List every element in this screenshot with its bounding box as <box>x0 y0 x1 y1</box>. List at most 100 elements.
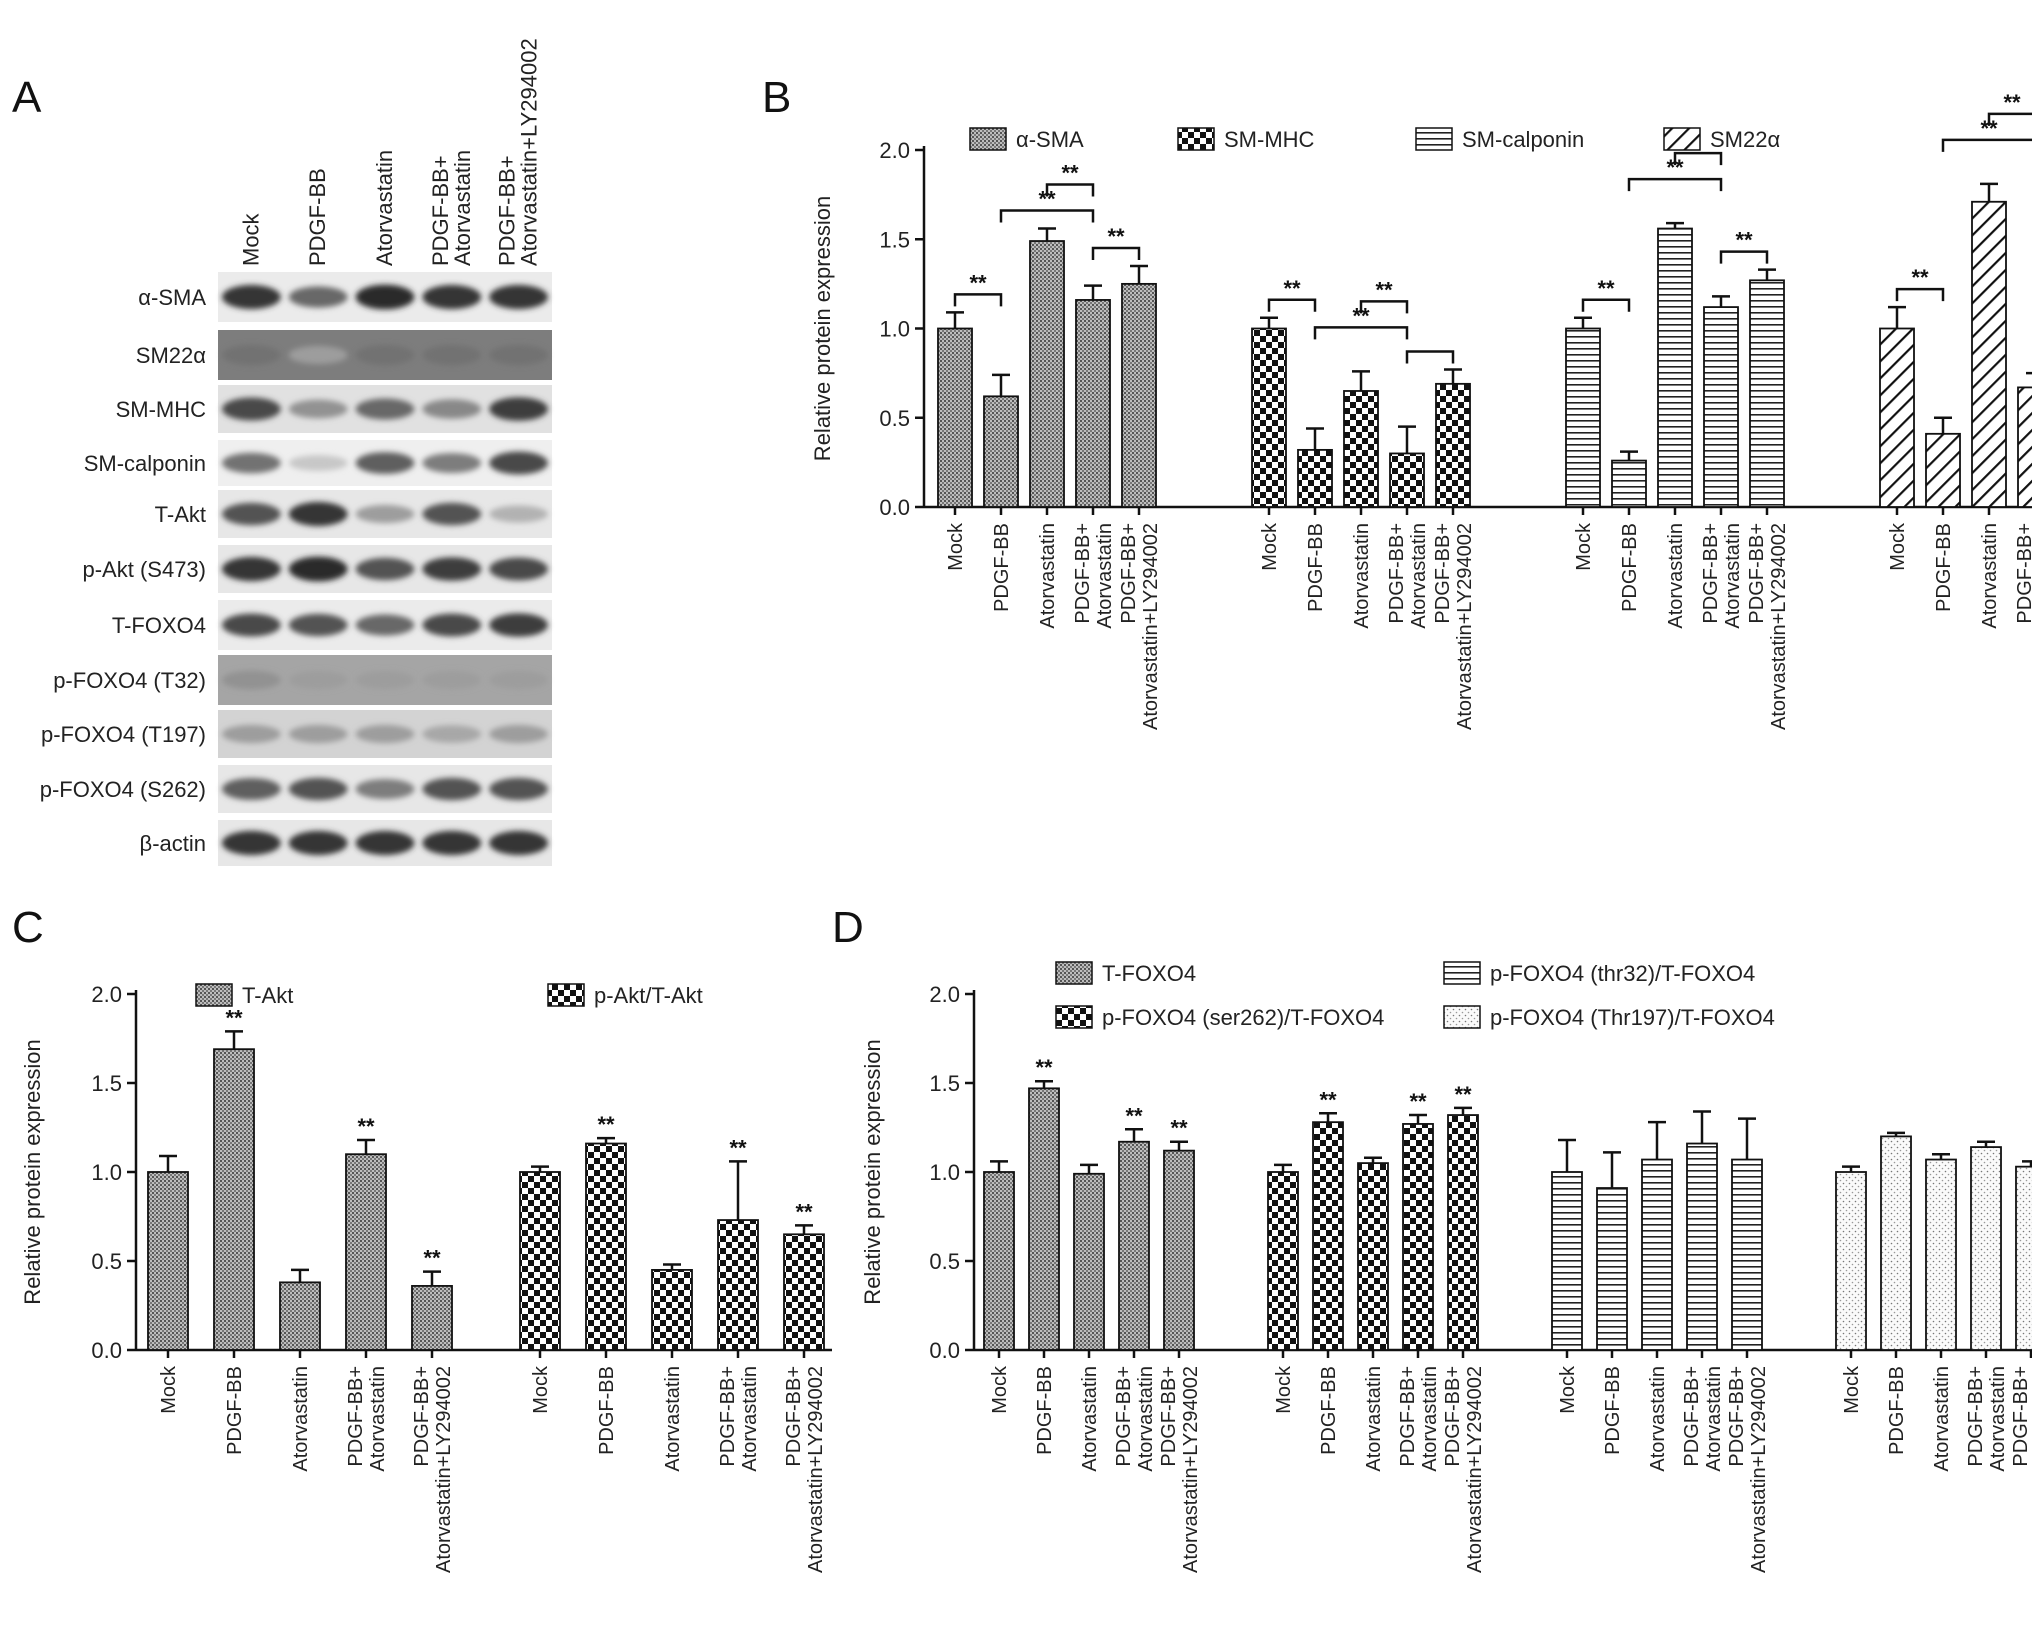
panel-letter-a: A <box>12 73 42 122</box>
significance-bracket <box>1359 300 1409 314</box>
x-tick-label-line: Mock <box>945 522 967 571</box>
legend-swatch <box>195 983 233 1007</box>
x-tick-label: PDGF-BB+Atorvastatin <box>1965 1366 2009 1472</box>
x-tick-label-line: Atorvastatin <box>367 1366 389 1472</box>
x-tick-label-line: Atorvastatin <box>1987 1366 2009 1472</box>
chart-panel-b: 0.0 0.5 1.0 1.5 2.0 Relative protein expressi… <box>810 90 2032 730</box>
western-blot: Mock PDGF-BB Atorvastatin PDGF-BB+Atorvasta… <box>40 38 552 866</box>
x-tick-label-line: Mock <box>1273 1365 1295 1414</box>
blot-band <box>355 284 415 310</box>
legend-swatch <box>1055 1005 1093 1029</box>
legend-swatch <box>1663 127 1701 151</box>
x-tick-label-line: Atorvastatin+LY294002 <box>1464 1366 1486 1573</box>
blot-row-label: T-Akt <box>155 502 206 527</box>
blot-band <box>355 779 415 799</box>
significance-label: ** <box>1980 116 1998 141</box>
x-tick-label: PDGF-BB <box>1305 523 1327 612</box>
x-tick-label: PDGF-BB <box>596 1366 618 1455</box>
y-axis-label: Relative protein expression <box>860 1039 885 1304</box>
x-tick-label-line: PDGF-BB+ <box>1965 1366 1987 1467</box>
legend-label: α-SMA <box>1016 127 1084 152</box>
significance-marker: ** <box>1035 1055 1053 1080</box>
bar <box>1163 1149 1195 1351</box>
blot-band <box>222 344 281 366</box>
blot-band <box>222 284 281 310</box>
bar <box>585 1142 627 1351</box>
x-tick-label: PDGF-BB+Atorvastatin <box>1113 1366 1157 1472</box>
blot-band <box>288 345 348 365</box>
bar <box>1880 1135 1912 1351</box>
legend-label: T-Akt <box>242 983 293 1008</box>
x-tick-label-line: PDGF-BB <box>1933 523 1955 612</box>
x-tick-label-line: PDGF-BB <box>1305 523 1327 612</box>
legend-swatch <box>1177 127 1215 151</box>
blot-lane-label-line: Atorvastatin <box>450 150 475 266</box>
y-tick-label: 2.0 <box>879 138 910 163</box>
bar <box>345 1153 387 1351</box>
blot-band <box>355 614 415 636</box>
bar <box>717 1219 759 1351</box>
blot-row-label: α-SMA <box>138 285 206 310</box>
blot-band <box>355 830 415 856</box>
x-tick-label-line: Mock <box>1573 522 1595 571</box>
blot-band <box>422 725 482 743</box>
blot-lane-label: PDGF-BB <box>305 168 330 266</box>
y-tick-label: 1.5 <box>929 1071 960 1096</box>
blot-band <box>288 830 348 856</box>
bar <box>1596 1187 1628 1351</box>
blot-band <box>489 451 548 475</box>
panel-letter-d: D <box>832 903 864 952</box>
x-tick-label: Atorvastatin <box>1665 523 1687 629</box>
blot-band <box>222 613 281 637</box>
blot-band <box>422 670 482 690</box>
x-tick-label-line: Atorvastatin <box>1351 523 1373 629</box>
x-tick-label-line: Atorvastatin <box>1419 1366 1441 1472</box>
blot-band <box>422 284 482 310</box>
x-tick-label-line: Mock <box>989 1365 1011 1414</box>
blot-row-label: β-actin <box>140 831 206 856</box>
blot-lane-label: Mock <box>238 212 263 266</box>
bar <box>983 1171 1015 1351</box>
bar <box>1028 1087 1060 1351</box>
blot-band <box>288 556 348 582</box>
bar <box>411 1285 453 1351</box>
x-tick-label-line: PDGF-BB+ <box>1432 523 1454 624</box>
blot-band <box>355 670 415 690</box>
bar <box>1879 327 1915 508</box>
blot-band <box>288 399 348 419</box>
significance-label: ** <box>1352 303 1370 328</box>
x-tick-label: PDGF-BB <box>1886 1366 1908 1455</box>
blot-band <box>222 778 281 800</box>
significance-bracket <box>1313 326 1409 340</box>
bar <box>1925 432 1961 508</box>
y-tick-label: 1.0 <box>929 1160 960 1185</box>
blot-band <box>422 777 482 801</box>
x-tick-label: Mock <box>945 522 967 571</box>
significance-bracket <box>1719 250 1769 264</box>
y-tick-label: 1.5 <box>879 227 910 252</box>
blot-row-label: p-FOXO4 (T197) <box>41 722 206 747</box>
x-tick-label-line: Atorvastatin+LY294002 <box>433 1366 455 1573</box>
x-tick-label-line: Atorvastatin <box>1408 523 1430 629</box>
x-tick-label-line: Atorvastatin <box>1665 523 1687 629</box>
y-tick-label: 0.0 <box>879 495 910 520</box>
blot-row-label: p-Akt (S473) <box>83 557 207 582</box>
bar <box>1267 1171 1299 1351</box>
bar <box>1402 1123 1434 1351</box>
bar <box>983 395 1019 508</box>
blot-band <box>422 557 482 581</box>
significance-bracket <box>1091 246 1141 261</box>
blot-band <box>489 830 548 856</box>
x-tick-label-line: PDGF-BB+ <box>1746 523 1768 624</box>
x-tick-label: PDGF-BB+Atorvastatin <box>1072 523 1116 629</box>
x-tick-label: Mock <box>1841 1365 1863 1414</box>
y-tick-label: 2.0 <box>929 982 960 1007</box>
x-tick-label: Atorvastatin <box>1363 1366 1385 1472</box>
x-tick-label: PDGF-BB+Atorvastatin <box>2014 523 2032 624</box>
blot-band <box>422 830 482 856</box>
significance-marker: ** <box>1170 1116 1188 1141</box>
x-tick-label-line: PDGF-BB+ <box>2014 523 2032 624</box>
x-tick-label: PDGF-BB+Atorvastatin+LY294002 <box>1158 1366 1202 1573</box>
x-tick-label-line: PDGF-BB <box>596 1366 618 1455</box>
blot-lane-label-line: PDGF-BB+ <box>495 155 520 266</box>
